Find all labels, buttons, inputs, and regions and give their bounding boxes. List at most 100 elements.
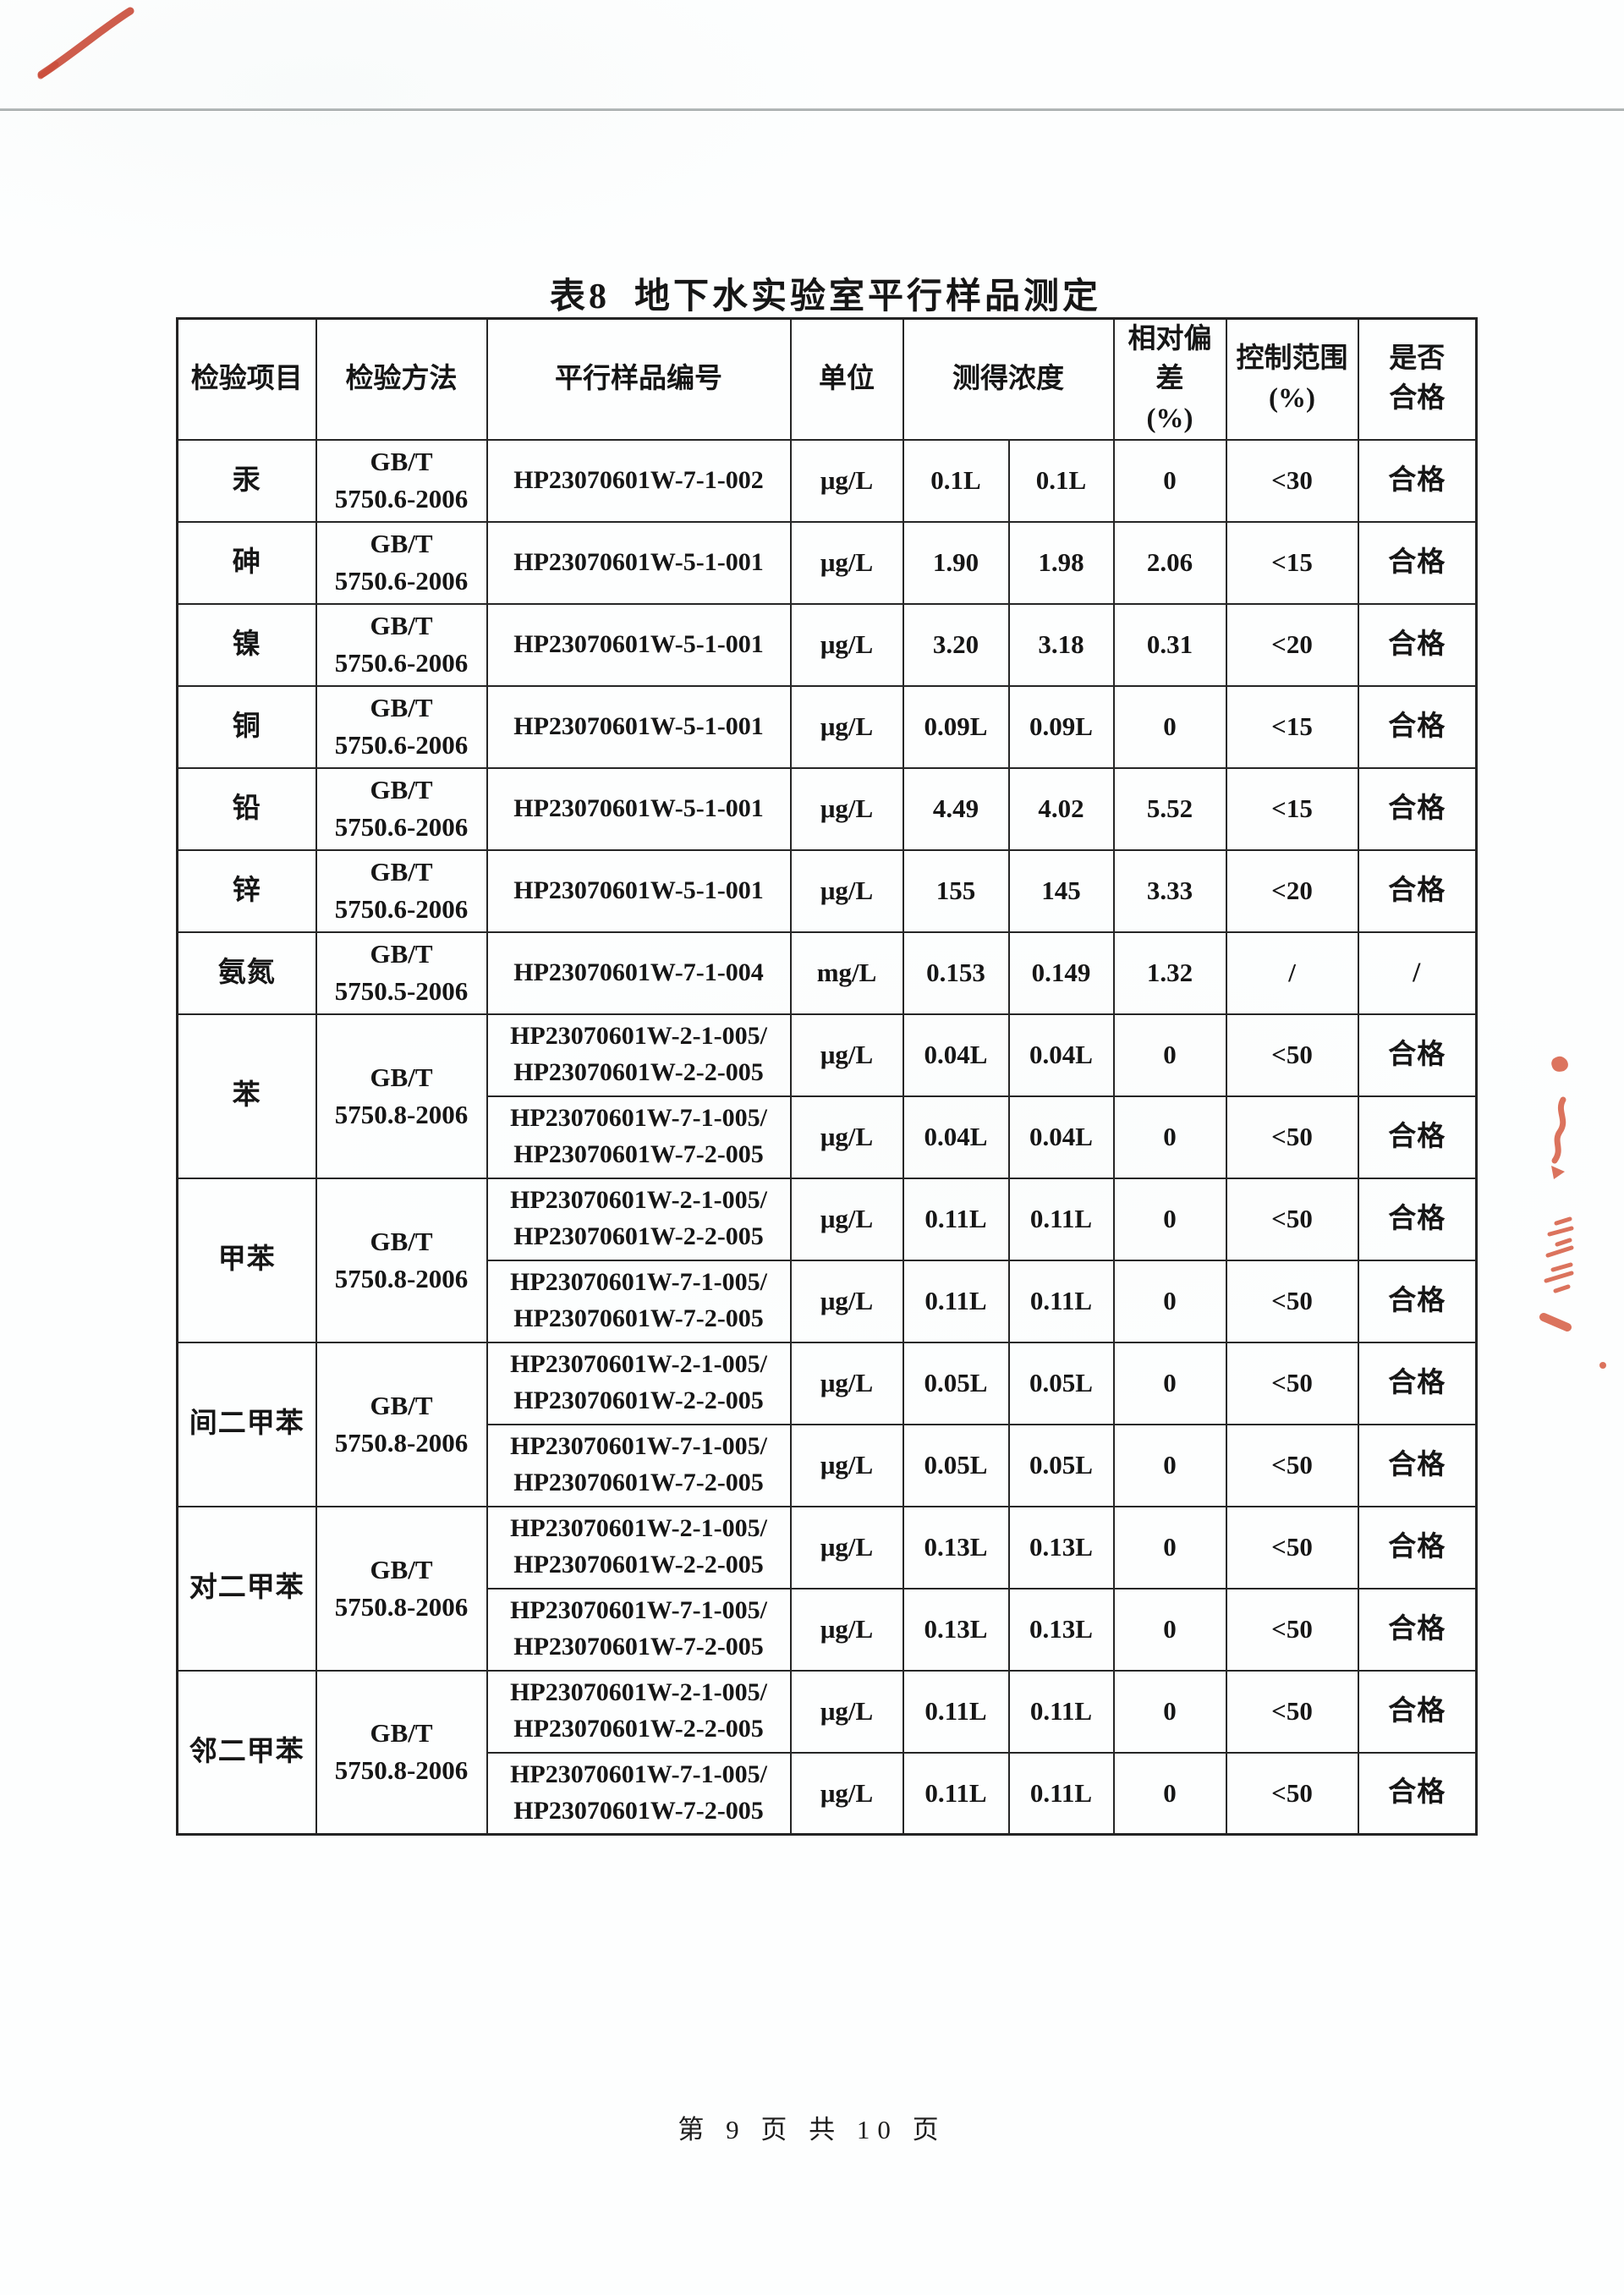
table-row: HP23070601W-7-1-005/ HP23070601W-7-2-005… — [178, 1095, 1478, 1179]
cell-pass: 合格 — [1357, 1505, 1478, 1589]
cell-unit: μg/L — [789, 1423, 904, 1507]
cell-pass: 合格 — [1357, 684, 1478, 769]
parallel-sample-table: 检验项目 检验方法 平行样品编号 单位 测得浓度 相对偏差 (%) 控制范围 (… — [176, 317, 1478, 1837]
cell-method: GB/T 5750.8-2006 — [315, 1013, 488, 1179]
cell-pass: 合格 — [1357, 602, 1478, 687]
cell-concentration-1: 3.20 — [902, 602, 1010, 687]
cell-method: GB/T 5750.6-2006 — [315, 848, 488, 933]
cell-unit: mg/L — [789, 931, 904, 1015]
cell-concentration-1: 0.05L — [902, 1341, 1010, 1425]
cell-unit: μg/L — [789, 848, 904, 933]
cell-pass: 合格 — [1357, 766, 1478, 851]
cell-range: <50 — [1225, 1423, 1359, 1507]
cell-item: 苯 — [176, 1013, 317, 1179]
cell-concentration-1: 0.11L — [902, 1259, 1010, 1343]
cell-concentration-2: 0.05L — [1007, 1423, 1115, 1507]
cell-concentration-1: 0.13L — [902, 1587, 1010, 1672]
cell-concentration-2: 0.149 — [1007, 931, 1115, 1015]
cell-deviation: 0 — [1112, 1751, 1227, 1836]
cell-concentration-2: 0.05L — [1007, 1341, 1115, 1425]
cell-concentration-2: 0.13L — [1007, 1587, 1115, 1672]
col-header-sample-id: 平行样品编号 — [486, 317, 792, 441]
red-pen-mark — [37, 7, 134, 80]
cell-deviation: 0 — [1112, 1669, 1227, 1754]
col-header-concentration: 测得浓度 — [902, 317, 1115, 441]
cell-pass: 合格 — [1357, 520, 1478, 605]
cell-range: <50 — [1225, 1587, 1359, 1672]
cell-method: GB/T 5750.8-2006 — [315, 1341, 488, 1507]
seal-fragment-squiggle — [1551, 1096, 1566, 1164]
cell-range: <15 — [1225, 766, 1359, 851]
cell-item: 对二甲苯 — [176, 1505, 317, 1672]
cell-concentration-2: 4.02 — [1007, 766, 1115, 851]
cell-method: GB/T 5750.8-2006 — [315, 1669, 488, 1836]
table-title: 表8 地下水实验室平行样品测定 — [549, 277, 1101, 316]
red-seal-fragments — [1539, 1056, 1606, 1369]
cell-unit: μg/L — [789, 1013, 904, 1097]
cell-unit: μg/L — [789, 1669, 904, 1754]
cell-pass: 合格 — [1357, 1095, 1478, 1179]
cell-item: 砷 — [176, 520, 317, 605]
col-header-unit: 单位 — [789, 317, 904, 441]
cell-deviation: 5.52 — [1112, 766, 1227, 851]
cell-pass: 合格 — [1357, 1177, 1478, 1261]
cell-range: <50 — [1225, 1751, 1359, 1836]
cell-concentration-1: 0.11L — [902, 1177, 1010, 1261]
cell-range: <50 — [1225, 1095, 1359, 1179]
cell-item: 甲苯 — [176, 1177, 317, 1343]
cell-sample-id: HP23070601W-7-1-005/ HP23070601W-7-2-005 — [486, 1587, 792, 1672]
cell-sample-id: HP23070601W-7-1-005/ HP23070601W-7-2-005 — [486, 1751, 792, 1836]
table-row: 铅 GB/T 5750.6-2006 HP23070601W-5-1-001 μ… — [176, 766, 1478, 851]
table-row: 间二甲苯 GB/T 5750.8-2006 HP23070601W-2-1-00… — [176, 1341, 1478, 1507]
cell-concentration-2: 1.98 — [1007, 520, 1115, 605]
cell-deviation: 0 — [1112, 1587, 1227, 1672]
cell-concentration-2: 145 — [1007, 848, 1115, 933]
cell-unit: μg/L — [789, 684, 904, 769]
cell-range: <50 — [1225, 1505, 1359, 1589]
cell-method: GB/T 5750.6-2006 — [315, 438, 488, 523]
table-row: HP23070601W-7-1-005/ HP23070601W-7-2-005… — [178, 1423, 1478, 1507]
cell-concentration-2: 0.04L — [1007, 1095, 1115, 1179]
cell-range: <30 — [1225, 438, 1359, 523]
cell-deviation: 2.06 — [1112, 520, 1227, 605]
cell-unit: μg/L — [789, 1751, 904, 1836]
cell-pass: 合格 — [1357, 1259, 1478, 1343]
cell-pass: / — [1357, 931, 1478, 1015]
cell-deviation: 1.32 — [1112, 931, 1227, 1015]
cell-method: GB/T 5750.6-2006 — [315, 766, 488, 851]
cell-concentration-1: 0.13L — [902, 1505, 1010, 1589]
cell-sample-id: HP23070601W-7-1-004 — [486, 931, 792, 1015]
cell-concentration-2: 3.18 — [1007, 602, 1115, 687]
cell-concentration-2: 0.04L — [1007, 1013, 1115, 1097]
cell-deviation: 0 — [1112, 1341, 1227, 1425]
col-header-control-range: 控制范围 (%) — [1225, 317, 1359, 441]
cell-sample-id: HP23070601W-7-1-005/ HP23070601W-7-2-005 — [486, 1259, 792, 1343]
cell-sample-id: HP23070601W-2-1-005/ HP23070601W-2-2-005 — [486, 1341, 792, 1425]
cell-pass: 合格 — [1357, 1013, 1478, 1097]
table-row: 铜 GB/T 5750.6-2006 HP23070601W-5-1-001 μ… — [176, 684, 1478, 769]
cell-deviation: 0 — [1112, 1423, 1227, 1507]
cell-range: <20 — [1225, 602, 1359, 687]
cell-concentration-2: 0.1L — [1007, 438, 1115, 523]
cell-sample-id: HP23070601W-5-1-001 — [486, 602, 792, 687]
cell-concentration-2: 0.11L — [1007, 1177, 1115, 1261]
cell-pass: 合格 — [1357, 1669, 1478, 1754]
cell-concentration-2: 0.11L — [1007, 1259, 1115, 1343]
cell-sample-id: HP23070601W-7-1-005/ HP23070601W-7-2-005 — [486, 1095, 792, 1179]
cell-method: GB/T 5750.8-2006 — [315, 1505, 488, 1672]
cell-item: 邻二甲苯 — [176, 1669, 317, 1836]
cell-concentration-1: 0.1L — [902, 438, 1010, 523]
cell-unit: μg/L — [789, 1341, 904, 1425]
cell-range: <50 — [1225, 1177, 1359, 1261]
cell-deviation: 0 — [1112, 1095, 1227, 1179]
cell-sample-id: HP23070601W-7-1-002 — [486, 438, 792, 523]
col-header-pass: 是否 合格 — [1357, 317, 1478, 441]
cell-deviation: 0 — [1112, 1505, 1227, 1589]
seal-fragment-blob — [1551, 1056, 1568, 1072]
table-row: 锌 GB/T 5750.6-2006 HP23070601W-5-1-001 μ… — [176, 848, 1478, 933]
cell-concentration-2: 0.09L — [1007, 684, 1115, 769]
cell-item: 铜 — [176, 684, 317, 769]
cell-sample-id: HP23070601W-2-1-005/ HP23070601W-2-2-005 — [486, 1177, 792, 1261]
page-number-footer: 第 9 页 共 10 页 — [678, 2115, 946, 2144]
